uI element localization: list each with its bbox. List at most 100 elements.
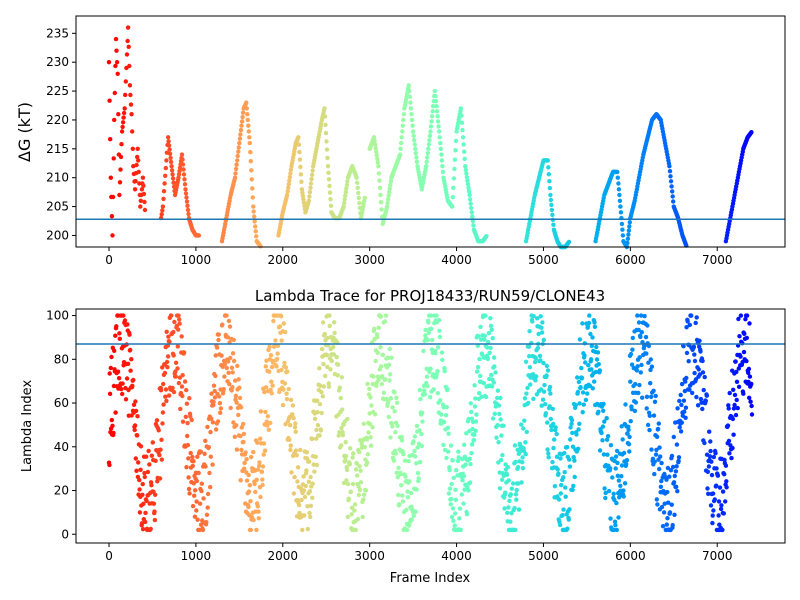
lambda-point (267, 344, 272, 349)
lambda-point (468, 461, 473, 467)
lambda-point (670, 464, 676, 470)
delta-g-point (411, 133, 416, 138)
lambda-point (425, 337, 430, 343)
lambda-point (190, 454, 195, 460)
lambda-point (133, 399, 138, 404)
lambda-point (296, 502, 302, 508)
delta-g-point (180, 157, 185, 162)
delta-g-point (139, 187, 145, 192)
lambda-point (113, 333, 118, 338)
lambda-point (260, 477, 265, 482)
lambda-point (326, 384, 332, 389)
delta-g-point (186, 211, 191, 217)
lambda-point (149, 453, 154, 458)
lambda-point (519, 422, 524, 427)
lambda-point (412, 448, 417, 454)
lambda-point (273, 338, 278, 343)
delta-g-point (465, 178, 470, 183)
lambda-point (196, 470, 201, 476)
lambda-point (424, 374, 430, 379)
lambda-point (730, 416, 736, 422)
lambda-point (651, 413, 657, 418)
delta-g-point (168, 155, 173, 161)
delta-g-point (425, 151, 430, 156)
lambda-point (314, 427, 319, 433)
lambda-point (482, 333, 487, 338)
lambda-point (439, 412, 444, 417)
lambda-point (107, 462, 112, 468)
lambda-point (274, 364, 279, 369)
lambda-point (222, 374, 227, 379)
lambda-point (654, 447, 659, 453)
lambda-point (687, 322, 692, 328)
lambda-point (704, 393, 709, 398)
lambda-point (127, 332, 132, 337)
lambda-point (732, 402, 737, 408)
delta-g-point (299, 187, 305, 192)
delta-g-point (549, 202, 554, 208)
lambda-point (619, 463, 625, 468)
lambda-point (428, 395, 433, 400)
delta-g-point (180, 162, 186, 167)
lambda-point (684, 375, 689, 381)
lambda-point (558, 491, 563, 496)
lambda-point (693, 320, 698, 326)
lambda-point (226, 359, 231, 364)
delta-g-point (133, 179, 138, 184)
delta-g-point (112, 90, 118, 96)
lambda-point (654, 434, 660, 439)
lambda-point (404, 507, 409, 513)
delta-g-point (618, 210, 624, 215)
lambda-point (570, 430, 575, 436)
lambda-point (418, 396, 423, 402)
delta-g-point (371, 135, 377, 140)
lambda-point (437, 328, 442, 333)
lambda-point (225, 335, 231, 340)
lambda-point (295, 479, 300, 484)
delta-g-point (113, 63, 118, 69)
lambda-point (312, 469, 317, 474)
lambda-point (283, 365, 289, 370)
lambda-point (338, 395, 343, 401)
delta-g-point (626, 228, 632, 233)
lambda-point (366, 430, 371, 435)
lambda-point (256, 509, 261, 514)
lambda-point (513, 527, 518, 533)
lambda-point (258, 436, 263, 441)
lambda-point (142, 474, 147, 480)
lambda-point (481, 380, 486, 386)
lambda-point (658, 484, 664, 489)
lambda-point (422, 392, 428, 397)
lambda-point (182, 379, 188, 384)
delta-g-point (546, 165, 551, 170)
delta-g-point (120, 124, 125, 130)
delta-g-point (461, 142, 466, 147)
lambda-point (454, 468, 459, 473)
lambda-point (383, 313, 389, 318)
lambda-point (690, 390, 695, 396)
lambda-point (367, 411, 372, 416)
lambda-point (474, 412, 479, 417)
delta-g-point (185, 203, 190, 208)
lambda-point (152, 509, 157, 514)
lambda-point (228, 405, 233, 411)
lambda-point (175, 344, 180, 349)
lambda-point (379, 381, 384, 387)
lambda-point (157, 452, 162, 458)
lambda-point (388, 396, 394, 401)
lambda-point (448, 502, 453, 507)
delta-g-point (434, 104, 439, 109)
lambda-point (698, 396, 704, 402)
delta-g-point (185, 207, 191, 213)
delta-g-point (306, 198, 312, 203)
lambda-point (731, 432, 736, 437)
lambda-point (741, 349, 747, 355)
lambda-point (706, 464, 712, 469)
lambda-point (141, 501, 146, 506)
lambda-point (456, 449, 461, 454)
delta-g-point (327, 190, 333, 195)
lambda-point (702, 374, 707, 380)
y-tick-label: 80 (54, 352, 69, 366)
lambda-point (152, 517, 158, 523)
delta-g-point (135, 146, 140, 151)
